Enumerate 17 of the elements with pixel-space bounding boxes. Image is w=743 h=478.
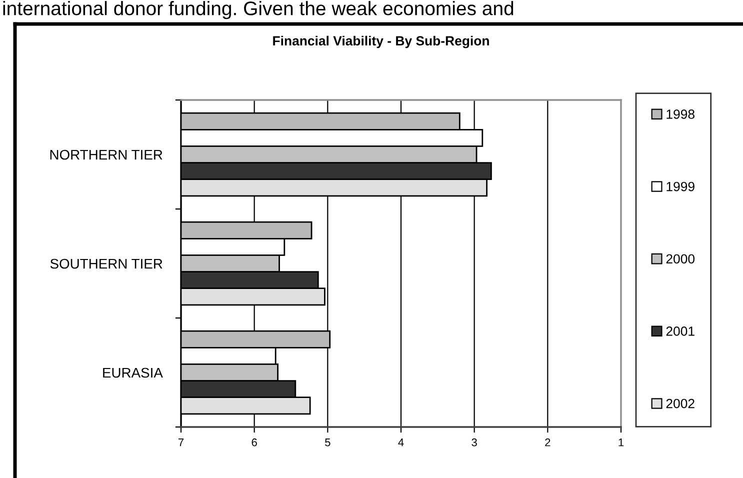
x-tick-label: 6 (252, 438, 257, 446)
x-tick-label: 2 (545, 438, 550, 446)
legend-label: 2001 (666, 326, 694, 336)
legend-label: 2000 (666, 254, 695, 264)
text: international donor funding. Given the weak economies and (3, 1, 514, 20)
y-tick-label: EURASIA (103, 368, 163, 378)
y-tick-label: SOUTHERN TIER (50, 258, 162, 269)
x-tick-label: 1 (618, 438, 624, 446)
x-tick-label: 5 (325, 438, 330, 446)
x-tick-label: 4 (398, 438, 404, 446)
legend-label: 1999 (666, 182, 694, 192)
x-tick-label: 3 (472, 438, 477, 446)
y-tick-label: NORTHERN TIER (50, 150, 162, 160)
chart-title: Financial Viability - By Sub-Region (273, 36, 489, 48)
x-tick-label: 7 (178, 438, 184, 446)
legend-label: 1998 (666, 110, 694, 119)
legend-label: 2002 (666, 398, 694, 408)
